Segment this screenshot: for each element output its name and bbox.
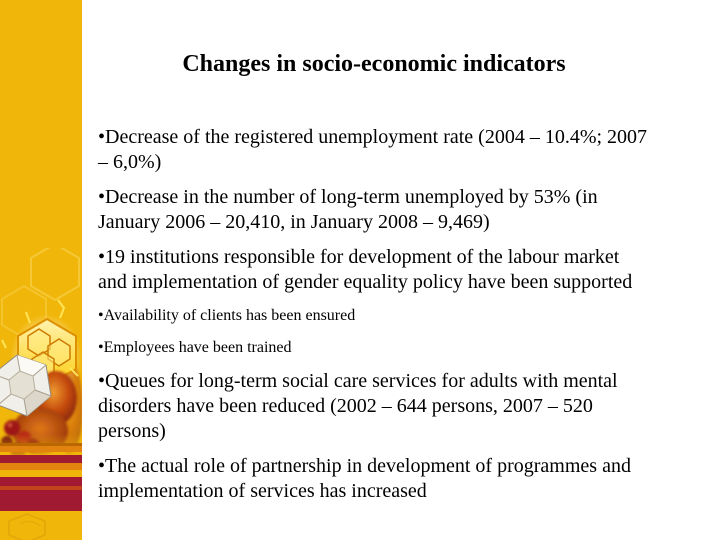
honeycomb-artwork [0,248,82,462]
bullet-item: •Decrease of the registered unemployment… [98,126,648,173]
sidebar [0,0,82,540]
bullet-item: •Decrease in the number of long-term une… [98,186,598,233]
slide-content: Changes in socio-economic indicators •De… [82,0,720,540]
bullet-marker: • [98,339,104,356]
bullet-item: •19 institutions responsible for develop… [98,246,633,293]
bullet-marker: • [98,126,106,148]
bullet-marker: • [98,186,106,208]
stripe-red-thin [0,486,82,490]
stripe-maroon-mid [0,477,82,486]
stripe-thin-line [0,443,82,446]
bullet-item: •Availability of clients has been ensure… [98,307,356,324]
stripe-maroon-bottom [0,490,82,511]
stripe-maroon-upper [0,455,82,463]
bullet-item: •Employees have been trained [98,339,292,356]
bullet-list: •Decrease of the registered unemployment… [98,125,650,504]
bullet-marker: • [98,307,104,324]
watermark-hexagon [8,513,46,540]
bullet-marker: • [98,370,106,392]
slide-title: Changes in socio-economic indicators [182,51,566,77]
bullet-marker: • [98,455,106,477]
stripe-orange-upper [0,446,82,452]
bullet-item: •The actual role of partnership in devel… [98,455,631,502]
bullet-item: •Queues for long-term social care servic… [98,370,618,442]
crystal-hexagon [0,354,52,417]
stripe-orange-lower [0,463,82,470]
bullet-marker: • [98,246,106,268]
